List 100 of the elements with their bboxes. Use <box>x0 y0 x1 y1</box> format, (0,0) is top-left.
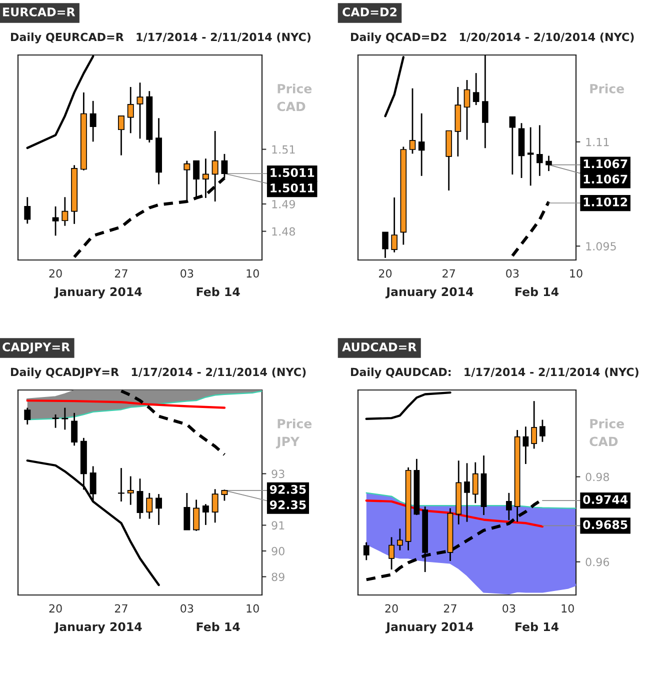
candlestick <box>464 79 470 140</box>
y-tick-label: 91 <box>272 521 284 530</box>
annotation: 0.9744 <box>583 495 628 504</box>
x-tick-label: 20 <box>49 269 62 278</box>
y-axis-title: Price <box>590 84 624 94</box>
text: Feb 14 <box>516 622 559 632</box>
line-series <box>365 499 544 528</box>
candlestick <box>184 492 190 531</box>
candlestick <box>482 55 488 149</box>
annotation: 1.1012 <box>584 198 628 206</box>
candlestick <box>221 488 228 502</box>
y-tick-label: 90 <box>272 546 284 556</box>
candlestick <box>212 488 218 524</box>
candlestick <box>127 86 134 134</box>
x-tick-label: 03 <box>180 269 194 278</box>
y-tick-label: 1.49 <box>272 200 295 208</box>
chart-subtitle: Daily QCADJPY=R 1/17/2014 - 2/11/2014 (NYC) <box>11 368 306 378</box>
y-tick-label: 89 <box>272 572 284 582</box>
text: January 2014 <box>54 287 142 299</box>
candlestick <box>546 155 552 172</box>
candlestick <box>409 88 416 154</box>
candlestick <box>52 206 59 236</box>
text: Feb 14 <box>196 622 240 632</box>
x-tick-label: 03 <box>180 604 194 613</box>
annotation: 1.5011 <box>270 183 314 192</box>
x-tick-label: 20 <box>385 604 398 613</box>
y-tick-label: 93 <box>272 470 284 478</box>
annotation: 92.35 <box>270 500 306 510</box>
line-series <box>365 391 452 420</box>
annotation: 92.35 <box>270 484 306 494</box>
candlestick <box>52 414 59 429</box>
x-tick-label: 10 <box>562 604 574 613</box>
x-tick-label: 03 <box>506 269 519 278</box>
y-axis-title: Price JPY <box>276 418 312 448</box>
candlestick <box>62 196 68 227</box>
candlestick <box>363 542 370 561</box>
candlestick <box>118 467 124 502</box>
annotation: 1.5011 <box>270 168 314 178</box>
y-tick-label: 1.48 <box>272 227 296 236</box>
annotation: 1.1067 <box>584 159 628 168</box>
candlestick <box>418 112 425 177</box>
candlestick <box>90 466 96 502</box>
x-tick-label: 10 <box>246 604 259 613</box>
line-series <box>510 200 550 258</box>
candlestick <box>24 196 31 224</box>
x-tick-label: 10 <box>246 269 259 278</box>
candlestick <box>90 100 96 142</box>
x-tick-label: 10 <box>570 269 582 278</box>
chart-title: AUDCAD=R <box>342 342 416 352</box>
candlestick <box>62 407 68 430</box>
x-tick-label: 27 <box>114 269 128 278</box>
candlestick <box>382 232 388 259</box>
y-axis-title: Price CAD <box>277 84 312 112</box>
candlestick <box>396 528 403 552</box>
candlestick <box>464 462 470 523</box>
y-tick-label: 0.96 <box>586 558 610 566</box>
candlestick <box>193 499 200 532</box>
line-series <box>26 399 226 409</box>
y-tick-label: 1.095 <box>586 242 616 250</box>
x-tick-label: 03 <box>502 604 516 613</box>
candlestick <box>391 196 398 254</box>
text: Feb 14 <box>516 287 559 296</box>
candlestick <box>202 503 209 526</box>
candlestick <box>531 400 538 450</box>
line-series <box>366 492 576 509</box>
chart-title: CAD=D2 <box>342 7 396 16</box>
candlestick <box>388 536 394 570</box>
x-tick-label: 27 <box>444 604 456 612</box>
chart-title: CADJPY=R <box>2 342 70 354</box>
chart-subtitle: Daily QCAD=D2 1/20/2014 - 2/10/2014 (NYC) <box>351 32 634 44</box>
annotation: 1.1067 <box>584 174 628 184</box>
candlestick <box>24 407 31 426</box>
x-tick-label: 27 <box>442 269 455 278</box>
candlestick <box>127 476 134 506</box>
candlestick <box>522 426 529 465</box>
x-tick-label: 27 <box>114 604 128 612</box>
candlestick <box>472 462 478 504</box>
text: Feb 14 <box>196 287 240 296</box>
candlestick <box>71 412 78 446</box>
y-tick-label: 1.51 <box>272 145 295 154</box>
chart-subtitle: Daily QEURCAD=R 1/17/2014 - 2/11/2014 (NYC) <box>11 32 310 44</box>
text: January 2014 <box>385 287 474 299</box>
candlestick <box>509 116 516 176</box>
candlestick <box>527 126 534 186</box>
chart-subtitle: Daily QAUDCAD: 1/17/2014 - 2/11/2014 (NYC) <box>351 368 638 378</box>
candlestick <box>540 419 546 443</box>
line-series <box>120 390 226 456</box>
candlestick <box>118 115 124 156</box>
text: January 2014 <box>385 622 474 634</box>
y-axis-title: Price CAD <box>590 418 624 446</box>
y-tick-label: 1.11 <box>586 138 609 146</box>
annotation: 0.9685 <box>583 520 628 530</box>
candlestick <box>146 492 153 520</box>
x-tick-label: 20 <box>378 269 392 278</box>
text: January 2014 <box>54 622 142 634</box>
candlestick <box>536 124 543 177</box>
x-tick-label: 20 <box>49 604 62 613</box>
candlestick <box>136 478 144 520</box>
line-series <box>26 55 94 150</box>
candlestick <box>472 72 480 106</box>
